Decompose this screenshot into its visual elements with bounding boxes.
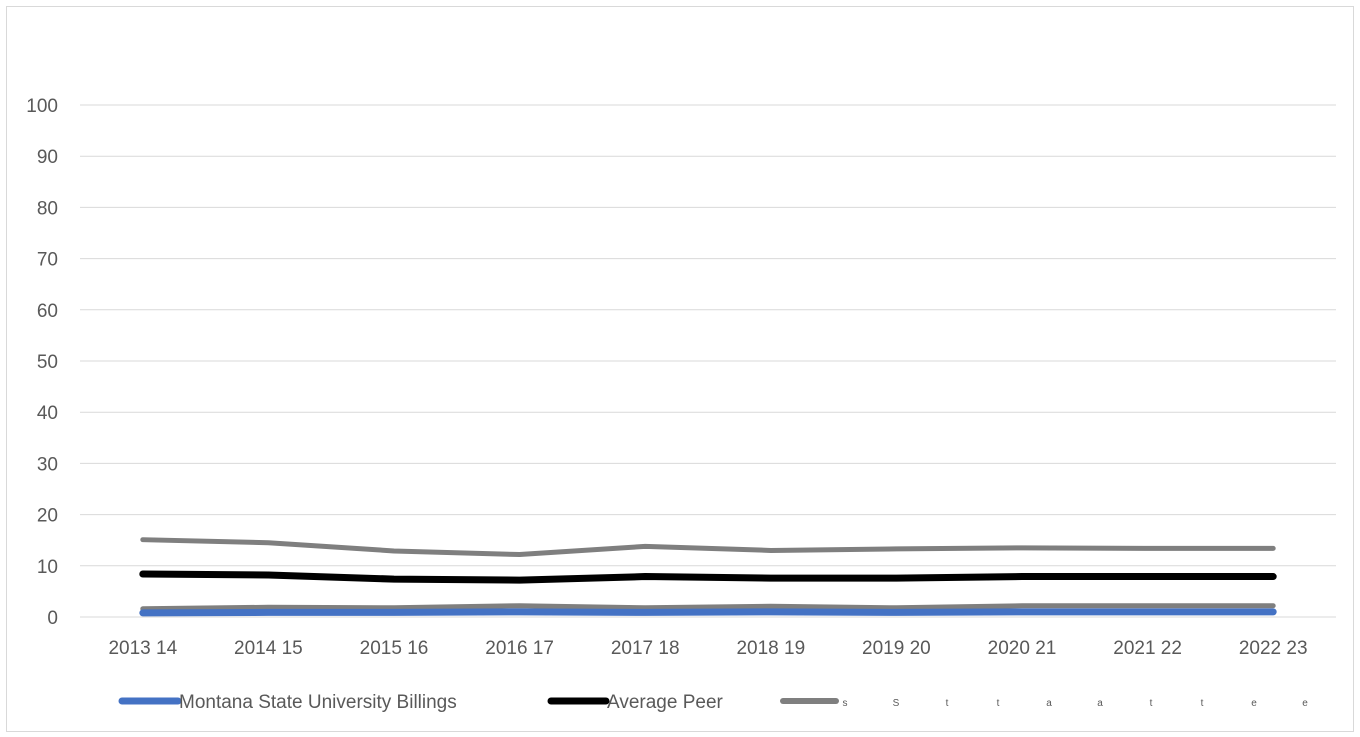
legend-stray-glyph: e bbox=[1302, 698, 1308, 709]
legend-stray-glyph: t bbox=[997, 698, 1000, 709]
x-tick-label: 2021 22 bbox=[1113, 638, 1182, 659]
series-lines bbox=[139, 537, 1277, 617]
x-tick-label: 2017 18 bbox=[611, 638, 680, 659]
legend-stray-glyph: a bbox=[1046, 698, 1052, 709]
y-tick-label: 70 bbox=[37, 250, 58, 271]
legend: Montana State University Billings Average… bbox=[118, 692, 1308, 713]
legend-label-msub: Montana State University Billings bbox=[179, 692, 457, 713]
y-tick-label: 60 bbox=[37, 301, 58, 322]
legend-stray-glyph: a bbox=[1097, 698, 1103, 709]
series-line-0 bbox=[139, 608, 1277, 617]
x-tick-label: 2019 20 bbox=[862, 638, 931, 659]
y-tick-label: 90 bbox=[37, 147, 58, 168]
y-tick-label: 20 bbox=[37, 506, 58, 527]
x-tick-label: 2013 14 bbox=[108, 638, 177, 659]
x-tick-label: 2015 16 bbox=[360, 638, 429, 659]
legend-label-peer: Average Peer bbox=[607, 692, 724, 713]
legend-stray-glyph: t bbox=[946, 698, 949, 709]
series-line-3 bbox=[140, 603, 1276, 612]
x-tick-label: 2016 17 bbox=[485, 638, 554, 659]
legend-stray-glyph: S bbox=[893, 698, 900, 709]
legend-stray-glyph: t bbox=[1201, 698, 1204, 709]
x-axis-ticks: 2013 14 2014 15 2015 16 2016 17 2017 18 2018 … bbox=[108, 638, 1307, 659]
y-tick-label: 40 bbox=[37, 403, 58, 424]
y-axis-ticks: 0 10 20 30 40 50 60 70 80 90 100 bbox=[26, 96, 58, 629]
legend-stray-glyph: s bbox=[843, 698, 848, 709]
y-tick-label: 0 bbox=[47, 608, 58, 629]
series-line-2 bbox=[140, 537, 1276, 558]
y-tick-label: 50 bbox=[37, 352, 58, 373]
y-tick-label: 100 bbox=[26, 96, 58, 117]
legend-stray-glyph: e bbox=[1251, 698, 1257, 709]
y-tick-label: 10 bbox=[37, 557, 58, 578]
y-tick-label: 80 bbox=[37, 198, 58, 219]
y-tick-label: 30 bbox=[37, 454, 58, 475]
x-tick-label: 2014 15 bbox=[234, 638, 303, 659]
x-tick-label: 2020 21 bbox=[988, 638, 1057, 659]
series-line-1 bbox=[139, 570, 1277, 584]
x-tick-label: 2018 19 bbox=[736, 638, 805, 659]
gridlines bbox=[80, 104, 1336, 618]
x-tick-label: 2022 23 bbox=[1239, 638, 1308, 659]
legend-stray-glyph: t bbox=[1150, 698, 1153, 709]
